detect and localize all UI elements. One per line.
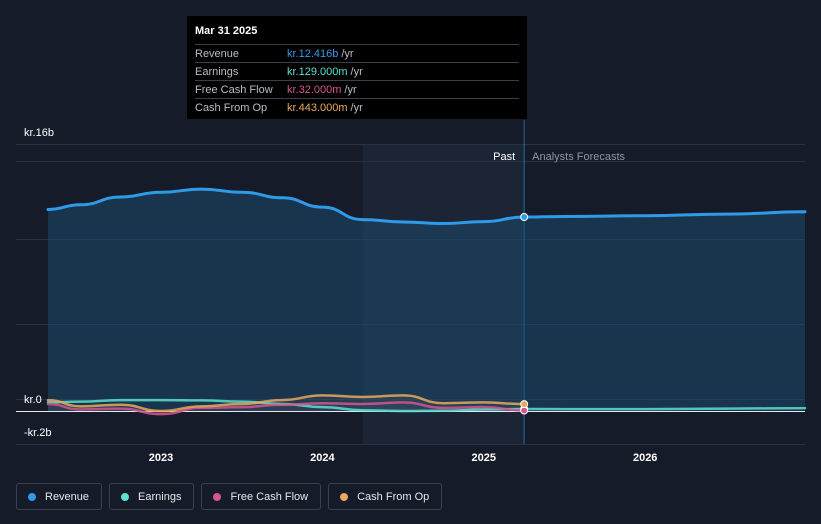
cash-from-op-marker bbox=[520, 400, 529, 409]
legend-label: Cash From Op bbox=[357, 490, 430, 503]
revenue-line bbox=[46, 187, 807, 226]
tooltip-unit: /yr bbox=[350, 101, 363, 114]
tooltip-label: Earnings bbox=[195, 65, 239, 78]
legend-item-earnings[interactable]: Earnings bbox=[109, 483, 195, 510]
tooltip-row-cash-from-op: Cash From Op kr.443.000m/yr bbox=[195, 98, 519, 116]
forecast-label: Analysts Forecasts bbox=[532, 151, 625, 163]
revenue-marker bbox=[520, 213, 529, 221]
tooltip-label: Revenue bbox=[195, 47, 240, 60]
tooltip-row-revenue: Revenue kr.12.416b/yr bbox=[195, 44, 519, 62]
tooltip-row-free-cash-flow: Free Cash Flow kr.32.000m/yr bbox=[195, 80, 519, 98]
tooltip-row-earnings: Earnings kr.129.000m/yr bbox=[195, 62, 519, 80]
legend-dot-icon bbox=[340, 492, 349, 501]
tooltip: Mar 31 2025 Revenue kr.12.416b/yr Earnings… bbox=[187, 16, 527, 119]
legend-label: Earnings bbox=[138, 490, 182, 503]
legend-item-revenue[interactable]: Revenue bbox=[16, 483, 103, 510]
legend-dot-icon bbox=[121, 492, 130, 501]
tooltip-label: Free Cash Flow bbox=[195, 83, 273, 96]
legend-item-cash-from-op[interactable]: Cash From Op bbox=[328, 483, 443, 510]
tooltip-value: kr.12.416b bbox=[287, 47, 339, 60]
y-label-top: kr.16b bbox=[24, 127, 54, 139]
y-label-zero: kr.0 bbox=[24, 394, 42, 406]
y-label-bottom: -kr.2b bbox=[24, 427, 52, 439]
x-tick-2025: 2025 bbox=[472, 452, 496, 464]
revenue-area bbox=[48, 189, 805, 411]
legend: Revenue Earnings Free Cash Flow Cash From O… bbox=[16, 483, 443, 510]
cash-from-op-line bbox=[46, 394, 526, 413]
tooltip-value: kr.32.000m bbox=[287, 83, 342, 96]
past-label: Past bbox=[493, 151, 515, 163]
x-tick-2026: 2026 bbox=[633, 452, 657, 464]
legend-label: Free Cash Flow bbox=[230, 490, 309, 503]
legend-item-free-cash-flow[interactable]: Free Cash Flow bbox=[201, 483, 322, 510]
earnings-line bbox=[46, 398, 807, 413]
tooltip-value: kr.443.000m bbox=[287, 101, 348, 114]
legend-dot-icon bbox=[213, 492, 222, 501]
tooltip-unit: /yr bbox=[344, 83, 357, 96]
legend-dot-icon bbox=[28, 492, 36, 501]
tooltip-unit: /yr bbox=[341, 47, 354, 60]
x-tick-2024: 2024 bbox=[310, 452, 335, 464]
x-tick-2023: 2023 bbox=[149, 452, 173, 464]
tooltip-date: Mar 31 2025 bbox=[195, 25, 258, 37]
tooltip-label: Cash From Op bbox=[195, 101, 268, 114]
tooltip-value: kr.129.000m bbox=[287, 65, 348, 78]
tooltip-unit: /yr bbox=[350, 65, 363, 78]
free-cash-flow-line bbox=[46, 401, 526, 416]
legend-label: Revenue bbox=[45, 490, 90, 503]
